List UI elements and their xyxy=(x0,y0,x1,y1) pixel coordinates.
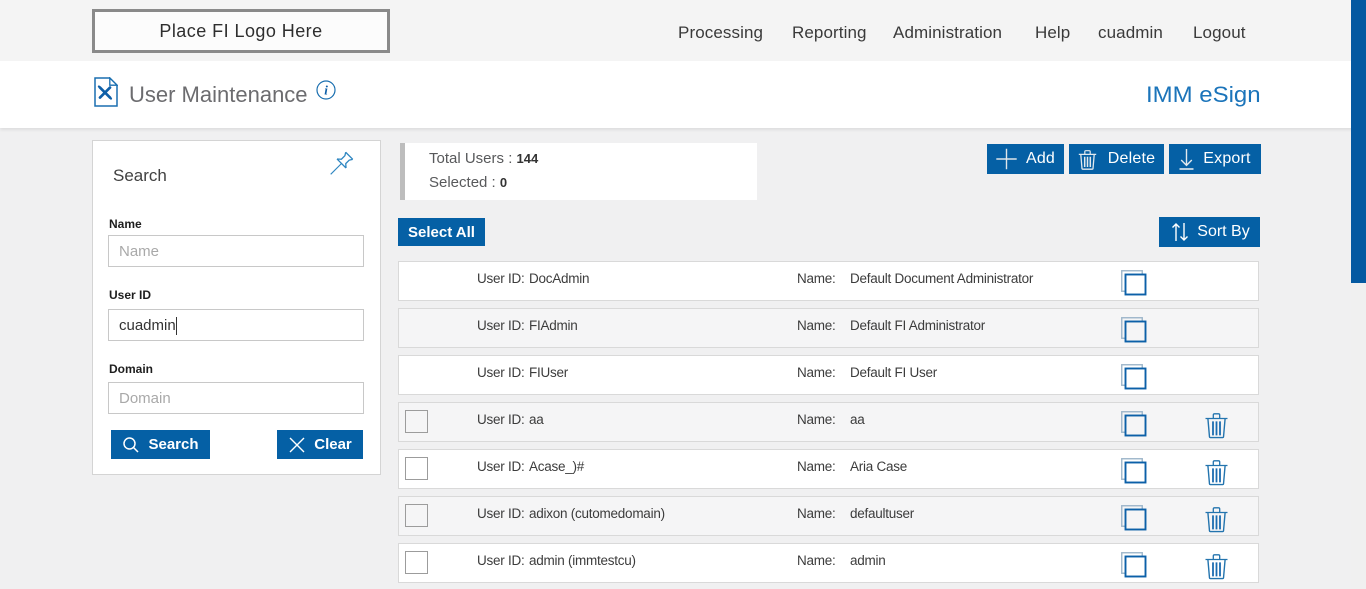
svg-text:i: i xyxy=(324,83,328,98)
